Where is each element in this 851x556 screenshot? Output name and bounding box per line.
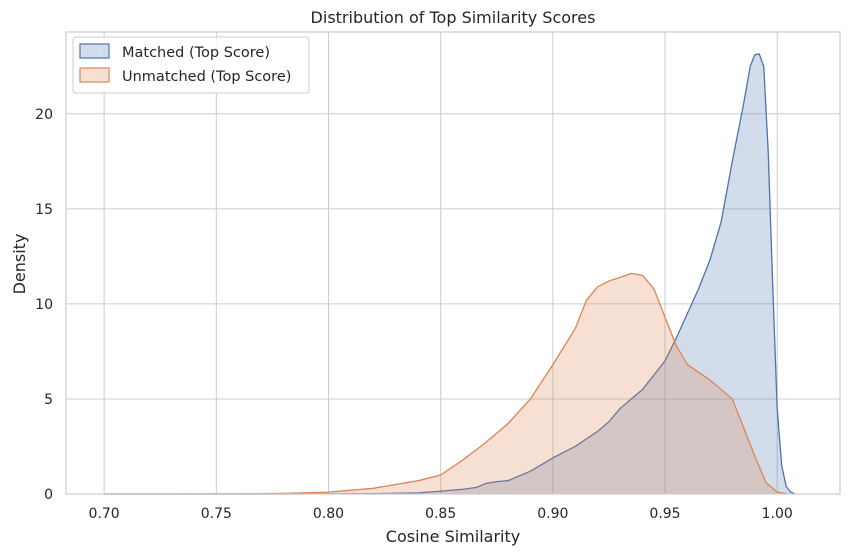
- x-tick-label: 0.80: [313, 506, 344, 522]
- y-tick-label: 5: [44, 392, 53, 408]
- x-tick-label: 1.00: [762, 506, 793, 522]
- x-tick-label: 0.75: [201, 506, 232, 522]
- y-axis-ticks: 0 5 10 15 20: [35, 107, 53, 503]
- x-axis-label: Cosine Similarity: [386, 527, 520, 546]
- area-fill-unmatched: [104, 273, 789, 494]
- legend: Matched (Top Score) Unmatched (Top Score…: [72, 36, 310, 94]
- y-tick-label: 0: [44, 487, 53, 503]
- x-tick-label: 0.70: [89, 506, 120, 522]
- plot-frame: [65, 31, 841, 495]
- area-line-unmatched: [104, 272, 789, 495]
- y-tick-label: 10: [35, 297, 53, 313]
- y-axis-label: Density: [10, 234, 29, 295]
- chart-title: Distribution of Top Similarity Scores: [311, 8, 596, 27]
- legend-label-unmatched: Unmatched (Top Score): [122, 69, 291, 85]
- legend-frame: [72, 36, 310, 94]
- area-line-matched: [104, 53, 796, 495]
- density-areas: [104, 53, 796, 495]
- x-tick-label: 0.95: [649, 506, 680, 522]
- y-tick-label: 20: [35, 107, 53, 123]
- legend-swatch-unmatched: [79, 67, 110, 83]
- x-axis-ticks: 0.70 0.75 0.80 0.85 0.90 0.95 1.00: [89, 506, 793, 522]
- x-tick-label: 0.85: [425, 506, 456, 522]
- area-fill-matched: [104, 53, 796, 495]
- plot-border: [65, 31, 841, 495]
- x-tick-label: 0.90: [537, 506, 568, 522]
- legend-swatch-matched: [79, 43, 110, 59]
- legend-label-matched: Matched (Top Score): [122, 45, 270, 61]
- y-tick-label: 15: [35, 202, 53, 218]
